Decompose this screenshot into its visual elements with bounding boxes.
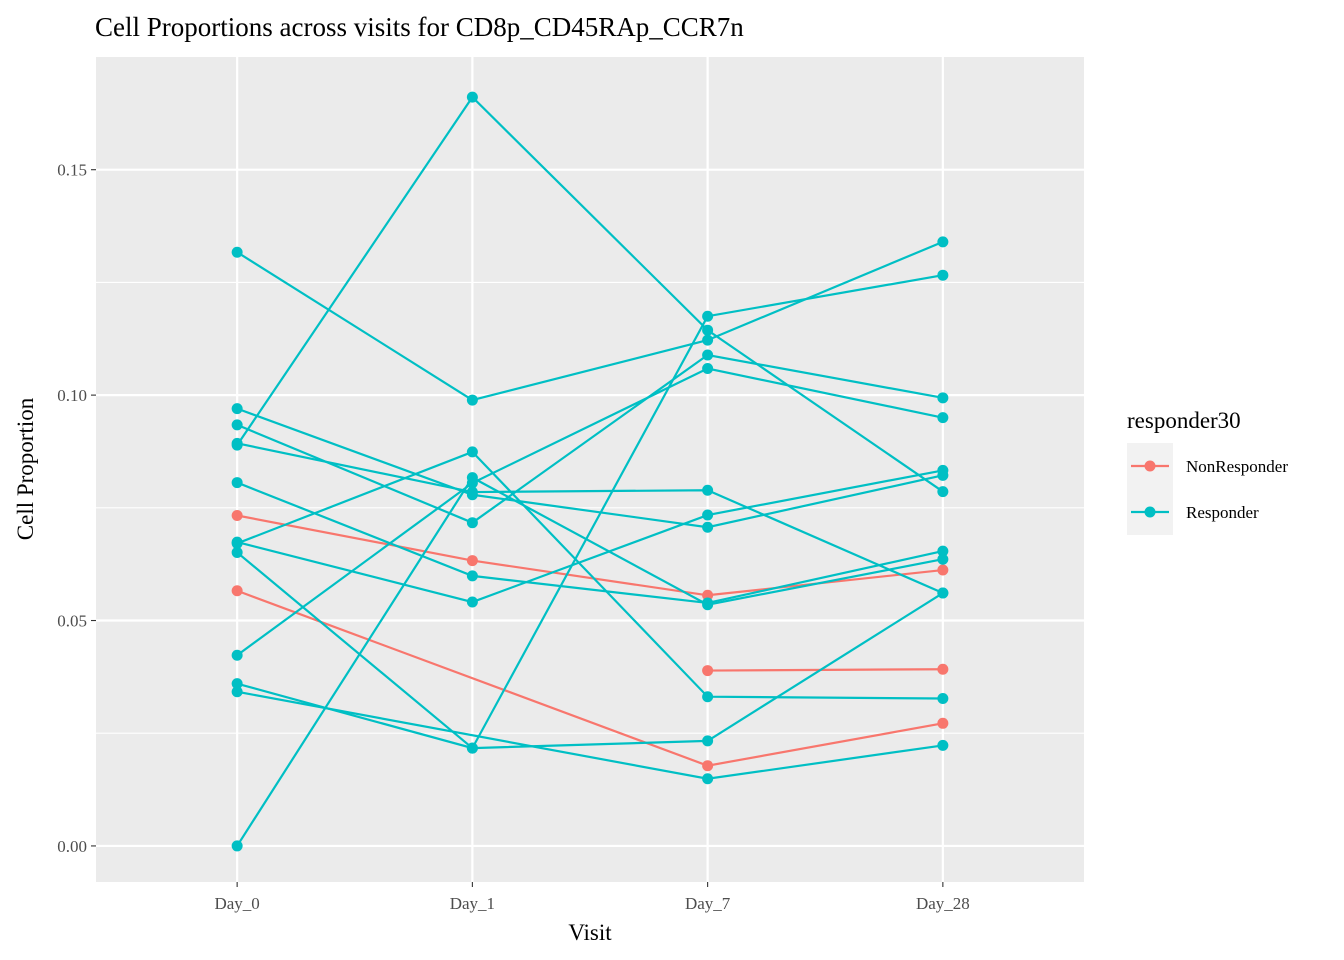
data-point bbox=[231, 419, 243, 431]
data-point bbox=[702, 521, 714, 533]
data-point bbox=[702, 773, 714, 785]
series-line bbox=[236, 353, 944, 524]
series-line bbox=[236, 476, 944, 847]
data-point bbox=[937, 236, 949, 248]
data-point bbox=[702, 363, 714, 375]
series-line bbox=[236, 407, 944, 529]
data-point bbox=[937, 269, 949, 281]
series-line bbox=[236, 95, 944, 493]
data-point bbox=[937, 486, 949, 498]
series-line bbox=[707, 668, 943, 672]
series-points bbox=[231, 91, 949, 852]
data-point bbox=[466, 446, 478, 458]
y-axis: 0.00 0.05 0.10 0.15 bbox=[57, 161, 96, 856]
legend-key-point bbox=[1144, 506, 1156, 518]
plot-panel bbox=[96, 57, 1084, 882]
data-point bbox=[702, 324, 714, 336]
x-axis: Day_0 Day_1 Day_7 Day_28 bbox=[214, 882, 970, 913]
data-point bbox=[231, 686, 243, 698]
data-point bbox=[466, 517, 478, 529]
x-tick-label: Day_7 bbox=[685, 894, 731, 913]
data-point bbox=[466, 394, 478, 406]
data-point bbox=[702, 509, 714, 521]
series-line bbox=[236, 450, 943, 700]
data-point bbox=[937, 693, 949, 705]
data-point bbox=[937, 739, 949, 751]
data-point bbox=[937, 587, 949, 599]
data-point bbox=[231, 678, 243, 690]
legend-title: responder30 bbox=[1127, 408, 1241, 433]
legend-label: Responder bbox=[1186, 503, 1259, 522]
data-point bbox=[937, 663, 949, 675]
legend-label: NonResponder bbox=[1186, 457, 1288, 476]
data-point bbox=[702, 665, 714, 677]
y-tick-label: 0.00 bbox=[57, 837, 87, 856]
x-tick-label: Day_1 bbox=[450, 894, 495, 913]
series-line bbox=[236, 240, 944, 402]
data-point bbox=[231, 537, 243, 549]
data-point bbox=[702, 310, 714, 322]
data-point bbox=[231, 246, 243, 258]
data-point bbox=[231, 509, 243, 521]
grid-minor bbox=[96, 281, 1084, 734]
data-point bbox=[466, 555, 478, 567]
data-point bbox=[702, 735, 714, 747]
data-point bbox=[702, 589, 714, 601]
legend: responder30 NonResponder Responder bbox=[1127, 408, 1288, 535]
data-point bbox=[702, 691, 714, 703]
data-point bbox=[466, 486, 478, 498]
series-line bbox=[236, 442, 944, 595]
series-line bbox=[236, 469, 944, 604]
data-point bbox=[702, 599, 714, 611]
x-axis-title: Visit bbox=[568, 920, 612, 945]
series-line bbox=[236, 592, 944, 750]
data-point bbox=[466, 472, 478, 484]
y-axis-title: Cell Proportion bbox=[13, 397, 38, 540]
data-point bbox=[702, 760, 714, 772]
y-tick-label: 0.15 bbox=[57, 161, 87, 180]
series-line bbox=[236, 481, 944, 605]
data-point bbox=[937, 564, 949, 576]
y-tick-label: 0.10 bbox=[57, 386, 87, 405]
data-point bbox=[466, 91, 478, 103]
data-point bbox=[231, 403, 243, 415]
series-line bbox=[236, 274, 944, 750]
series-line bbox=[236, 367, 944, 657]
data-point bbox=[231, 437, 243, 449]
data-point bbox=[702, 349, 714, 361]
data-point bbox=[937, 717, 949, 729]
data-point bbox=[231, 840, 243, 852]
data-point bbox=[937, 553, 949, 565]
data-point bbox=[231, 477, 243, 489]
data-point bbox=[937, 392, 949, 404]
data-point bbox=[937, 412, 949, 424]
chart-title: Cell Proportions across visits for CD8p_… bbox=[95, 12, 744, 42]
data-point bbox=[466, 742, 478, 754]
data-point bbox=[466, 596, 478, 608]
data-point bbox=[937, 545, 949, 557]
data-point bbox=[231, 546, 243, 558]
legend-key-point bbox=[1144, 460, 1156, 472]
data-point bbox=[702, 334, 714, 346]
data-point bbox=[231, 649, 243, 661]
y-tick-label: 0.05 bbox=[57, 612, 87, 631]
data-point bbox=[231, 585, 243, 597]
data-point bbox=[937, 464, 949, 476]
x-tick-label: Day_28 bbox=[916, 894, 970, 913]
x-tick-label: Day_0 bbox=[214, 894, 259, 913]
data-point bbox=[702, 484, 714, 496]
data-point bbox=[466, 570, 478, 582]
